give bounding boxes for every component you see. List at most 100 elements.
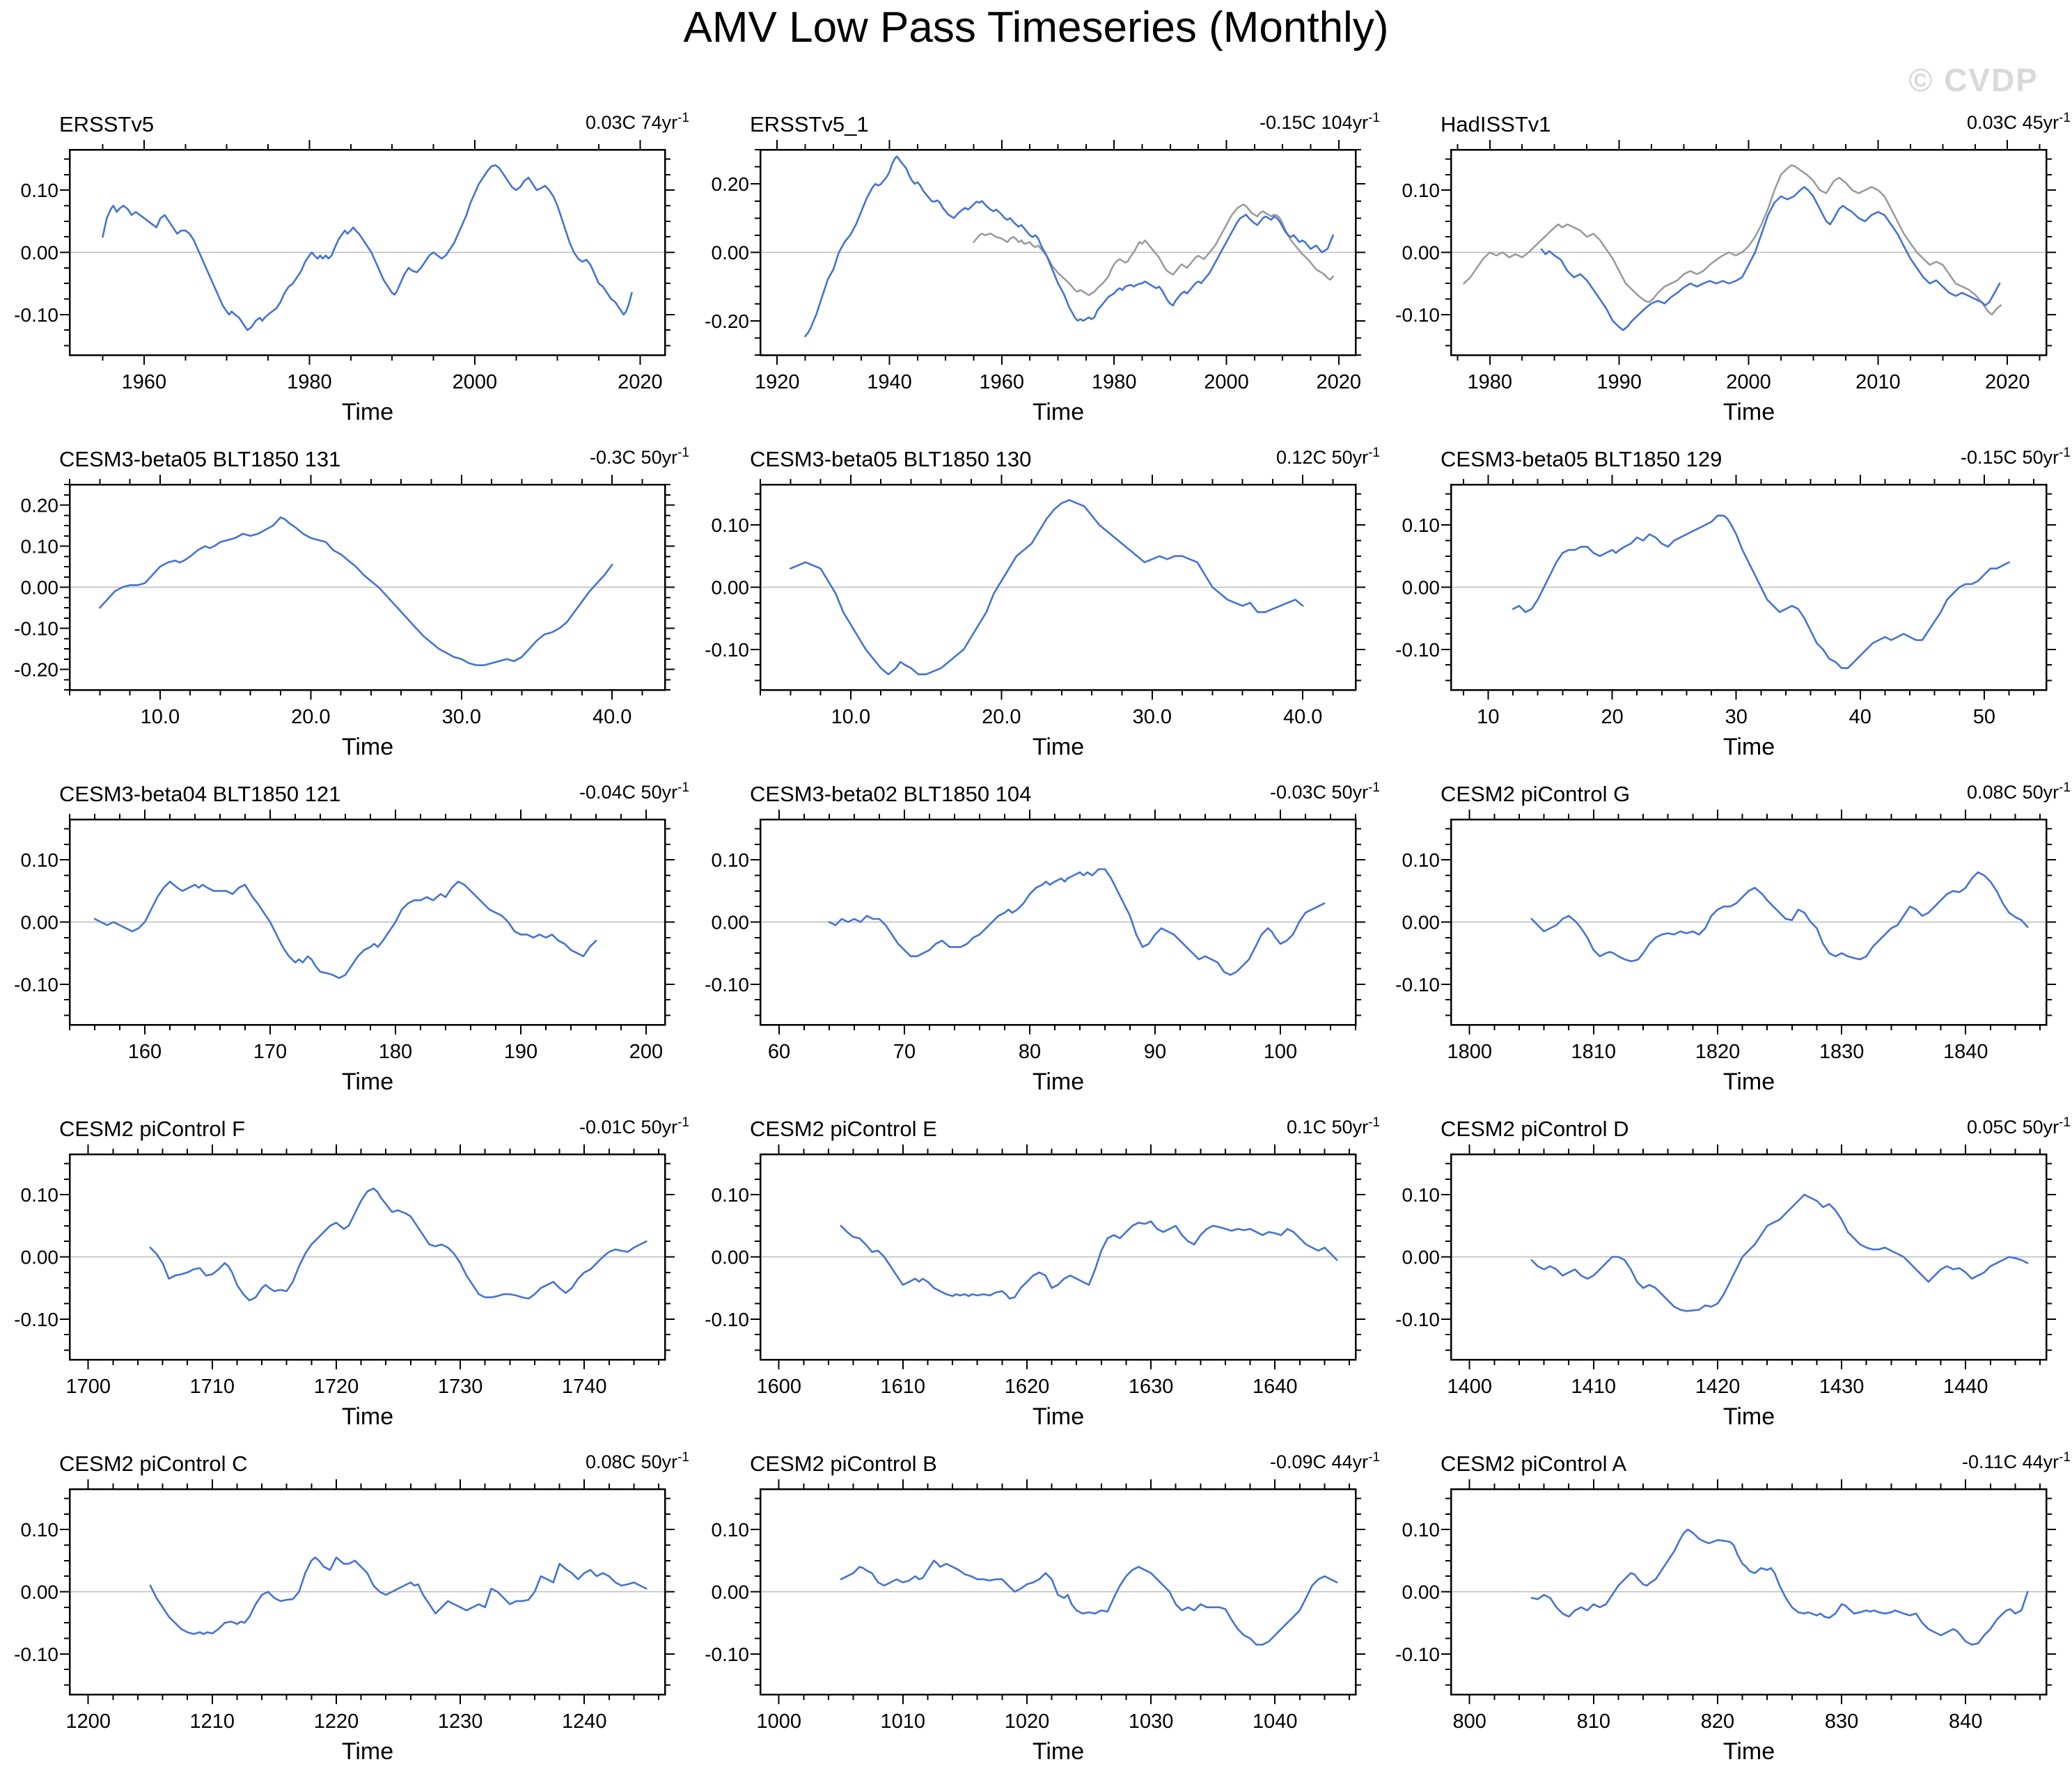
chart-cesm2-picontrol-e: 0.10 0.00 -0.10 1600 1610 1620 1630 1640 CESM2 p… <box>705 1115 1380 1430</box>
axis-ticks <box>60 1144 675 1369</box>
trend-annotation: 0.03C 74yr-1 <box>586 111 689 133</box>
svg-text:830: 830 <box>1825 1710 1858 1733</box>
y-tick-labels: 0.10 0.00 -0.10 <box>14 849 58 995</box>
series-line-primary <box>828 868 1326 976</box>
x-axis-label: Time <box>342 734 393 760</box>
x-axis-label: Time <box>1033 1069 1084 1095</box>
series-line-primary <box>93 881 597 979</box>
chart-cesm2-picontrol-c: 0.10 0.00 -0.10 1200 1210 1220 1230 1240 CESM2 p… <box>14 1450 689 1765</box>
svg-text:1400: 1400 <box>1447 1376 1492 1398</box>
axis-ticks <box>60 810 675 1034</box>
trend-annotation: -0.3C 50yr-1 <box>590 446 689 468</box>
x-axis-label: Time <box>1723 1738 1775 1765</box>
chart-cell-cesm3-beta05-blt1850-129: 0.10 0.00 -0.10 10 20 30 40 50 CESM3-beta05 BLT1… <box>1381 436 2072 763</box>
x-axis-label: Time <box>342 1738 393 1765</box>
x-axis-label: Time <box>342 399 393 425</box>
x-tick-labels: 1700 1710 1720 1730 1740 <box>65 1376 606 1398</box>
trend-annotation: 0.12C 50yr-1 <box>1276 446 1380 468</box>
svg-text:1720: 1720 <box>314 1376 359 1398</box>
chart-cell-ersstv5: 0.10 0.00 -0.10 1960 1980 2000 2020 ERSSTv5 0.03… <box>0 101 691 428</box>
chart-title: CESM2 piControl F <box>59 1117 245 1141</box>
series-line-primary <box>840 1220 1338 1300</box>
chart-cesm3-beta05-blt1850-129: 0.10 0.00 -0.10 10 20 30 40 50 CESM3-beta05 BLT1… <box>1395 446 2071 760</box>
chart-cesm2-picontrol-b: 0.10 0.00 -0.10 1000 1010 1020 1030 1040 CESM2 p… <box>705 1450 1380 1765</box>
svg-text:1700: 1700 <box>65 1376 111 1398</box>
x-axis-label: Time <box>1033 399 1084 425</box>
chart-cesm2-picontrol-f: 0.10 0.00 -0.10 1700 1710 1720 1730 1740 CESM2 p… <box>14 1115 689 1430</box>
svg-text:1990: 1990 <box>1596 371 1642 393</box>
svg-text:0.00: 0.00 <box>1402 1247 1441 1268</box>
x-tick-labels: 1960 1980 2000 2020 <box>122 371 663 393</box>
axis-ticks <box>751 1144 1365 1369</box>
chart-cesm3-beta02-blt1850-104: 0.10 0.00 -0.10 60 70 80 90 100 CESM3-beta02 BLT… <box>705 780 1380 1095</box>
plot-box <box>68 818 666 1026</box>
chart-title: CESM2 piControl A <box>1441 1451 1626 1476</box>
svg-text:0.00: 0.00 <box>21 242 59 264</box>
series-line-primary <box>804 155 1335 338</box>
y-tick-labels: 0.10 0.00 -0.10 <box>1395 1184 1440 1330</box>
svg-text:0.20: 0.20 <box>712 173 750 195</box>
svg-text:0.10: 0.10 <box>712 1184 750 1206</box>
svg-text:1610: 1610 <box>881 1376 926 1398</box>
svg-text:1200: 1200 <box>65 1710 111 1733</box>
svg-text:2010: 2010 <box>1855 371 1901 393</box>
series-line-secondary <box>973 203 1335 297</box>
plot-box <box>759 818 1357 1026</box>
x-axis-label: Time <box>1033 1738 1084 1765</box>
svg-text:2020: 2020 <box>1985 371 2030 393</box>
svg-text:2020: 2020 <box>618 371 663 393</box>
svg-text:30.0: 30.0 <box>1133 706 1172 728</box>
svg-text:0.10: 0.10 <box>712 849 750 871</box>
plot-box <box>759 1488 1357 1696</box>
svg-text:-0.10: -0.10 <box>1395 1644 1440 1665</box>
chart-cell-cesm2-picontrol-f: 0.10 0.00 -0.10 1700 1710 1720 1730 1740 CESM2 p… <box>0 1105 691 1433</box>
plot-box <box>759 1153 1357 1361</box>
svg-text:200: 200 <box>629 1041 663 1063</box>
svg-text:70: 70 <box>893 1041 916 1063</box>
svg-text:0.00: 0.00 <box>712 577 750 599</box>
svg-text:1040: 1040 <box>1253 1710 1298 1733</box>
svg-text:0.10: 0.10 <box>21 536 59 558</box>
trend-annotation: -0.11C 44yr-1 <box>1962 1450 2071 1472</box>
axis-ticks <box>751 1479 1365 1704</box>
series-line-primary <box>149 1557 648 1635</box>
series-line-primary <box>1512 514 2010 670</box>
trend-annotation: 0.08C 50yr-1 <box>1967 780 2071 803</box>
svg-text:40.0: 40.0 <box>592 706 631 728</box>
trend-annotation: -0.15C 50yr-1 <box>1961 446 2071 468</box>
axis-ticks <box>1441 475 2056 700</box>
series-line-secondary <box>1463 164 2002 316</box>
svg-text:-0.20: -0.20 <box>705 310 749 332</box>
chart-title: CESM2 piControl C <box>59 1451 247 1476</box>
chart-cell-cesm3-beta05-blt1850-130: 0.10 0.00 -0.10 10.0 20.0 30.0 40.0 CESM3-beta0… <box>691 436 1381 763</box>
svg-text:180: 180 <box>379 1041 412 1063</box>
svg-text:1600: 1600 <box>756 1376 801 1398</box>
svg-text:190: 190 <box>504 1041 537 1063</box>
plot-box <box>1450 483 2048 691</box>
x-tick-labels: 1980 1990 2000 2010 2020 <box>1468 371 2030 393</box>
svg-text:1640: 1640 <box>1253 1376 1298 1398</box>
x-tick-labels: 1800 1810 1820 1830 1840 <box>1447 1041 1988 1063</box>
chart-cell-cesm2-picontrol-a: 0.10 0.00 -0.10 800 810 820 830 840 CESM2 piCont… <box>1381 1440 2072 1768</box>
svg-text:20.0: 20.0 <box>291 706 330 728</box>
y-tick-labels: 0.10 0.00 -0.10 <box>1395 849 1440 995</box>
svg-text:2000: 2000 <box>1204 371 1249 393</box>
trend-annotation: -0.09C 44yr-1 <box>1270 1450 1380 1472</box>
svg-text:0.10: 0.10 <box>21 1519 59 1541</box>
series-line-primary <box>1530 1528 2029 1646</box>
svg-text:0.00: 0.00 <box>21 1582 59 1603</box>
svg-text:0.10: 0.10 <box>1402 180 1441 201</box>
chart-ersstv5: 0.10 0.00 -0.10 1960 1980 2000 2020 ERSSTv5 0.03… <box>14 111 689 425</box>
svg-text:0.10: 0.10 <box>21 849 59 871</box>
trend-annotation: -0.15C 104yr-1 <box>1259 111 1380 133</box>
svg-text:0.20: 0.20 <box>21 495 59 517</box>
series-line-primary <box>790 499 1304 676</box>
series-line-primary <box>149 1187 648 1302</box>
chart-ersstv5-1: 0.20 0.00 -0.20 1920 1940 1960 1980 2000 2020 ERS… <box>705 111 1380 425</box>
x-tick-labels: 160 170 180 190 200 <box>128 1041 663 1063</box>
svg-text:1920: 1920 <box>755 371 800 393</box>
svg-text:1620: 1620 <box>1005 1376 1050 1398</box>
series-line-primary <box>840 1559 1338 1646</box>
svg-text:1430: 1430 <box>1819 1376 1865 1398</box>
